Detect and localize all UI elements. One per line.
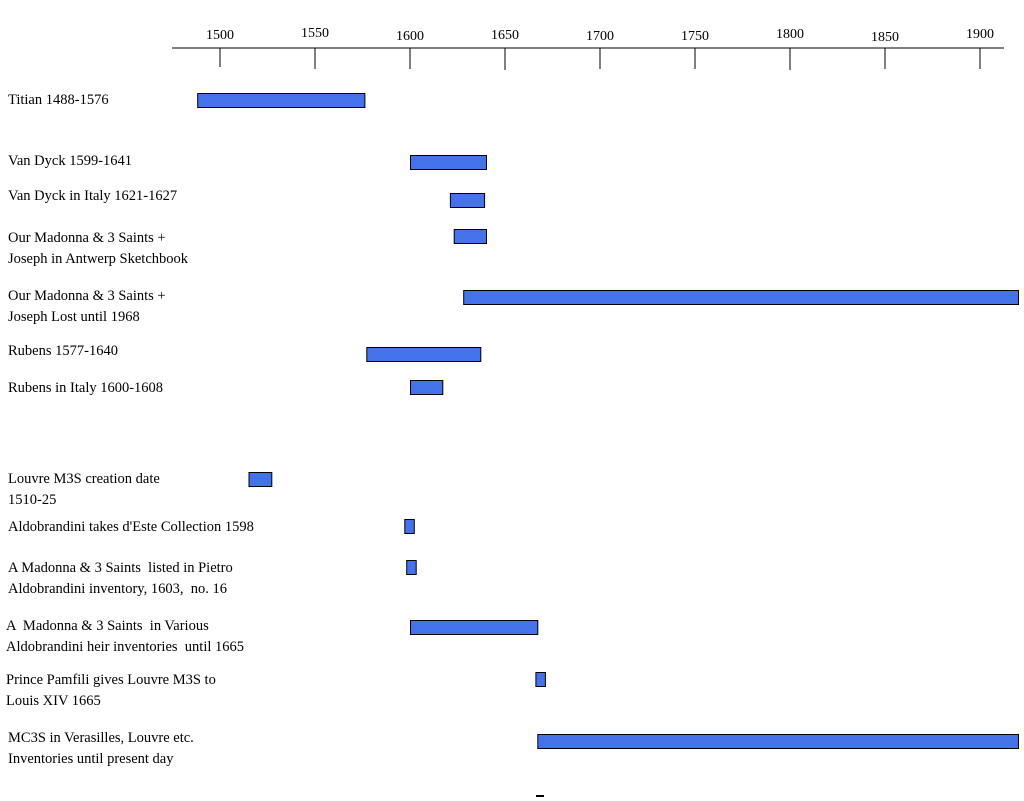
row-label-line: Louis XIV 1665 <box>6 693 101 709</box>
row-label-aldobrandini-heirs: A Madonna & 3 Saints in Various Aldobrand… <box>6 616 244 658</box>
row-label-line: A Madonna & 3 Saints in Various <box>6 618 209 634</box>
axis-tick-label-1650: 1650 <box>491 28 519 43</box>
row-label-pamfili: Prince Pamfili gives Louvre M3S to Louis … <box>6 670 216 712</box>
row-label-line: Aldobrandini heir inventories until 1665 <box>6 639 245 655</box>
row-label-line: A Madonna & 3 Saints listed in Pietro <box>8 560 233 576</box>
axis-tick-label-1750: 1750 <box>681 29 709 44</box>
timeline-bar-aldobrandini-heirs <box>410 620 539 635</box>
timeline-bar-versailles <box>537 734 1019 749</box>
row-label-line: Joseph in Antwerp Sketchbook <box>8 251 189 267</box>
row-label-line: Titian 1488-1576 <box>8 92 109 108</box>
row-label-line: Van Dyck 1599-1641 <box>8 153 133 169</box>
row-label-line: MC3S in Verasilles, Louvre etc. <box>8 730 194 746</box>
axis-tick-label-1550: 1550 <box>301 26 329 41</box>
timeline-bar-aldobrandini-takes <box>404 519 415 534</box>
axis-tick-label-1900: 1900 <box>966 27 994 42</box>
axis-tick-label-1500: 1500 <box>206 28 234 43</box>
axis-tick-label-1850: 1850 <box>871 30 899 45</box>
row-label-line: Our Madonna & 3 Saints + <box>8 230 166 246</box>
timeline-bar-madonna-lost <box>463 290 1019 305</box>
row-label-line: Inventories until present day <box>8 751 174 767</box>
row-label-line: Rubens in Italy 1600-1608 <box>8 380 164 396</box>
row-label-madonna-sketchbook: Our Madonna & 3 Saints + Joseph in Antwer… <box>8 228 188 270</box>
timeline-bar-rubens-italy <box>410 380 444 395</box>
row-label-line: Aldobrandini takes d'Este Collection 159… <box>8 519 254 535</box>
row-label-line: Our Madonna & 3 Saints + <box>8 288 166 304</box>
row-label-madonna-lost: Our Madonna & 3 Saints + Joseph Lost unti… <box>8 286 166 328</box>
row-label-line: Aldobrandini inventory, 1603, no. 16 <box>8 581 227 597</box>
row-label-line: Louvre M3S creation date <box>8 471 160 487</box>
cropped-footer-fragment <box>536 795 544 801</box>
axis-ticks: 1500 1550 1600 1650 1700 1750 1800 1850 1900 <box>206 26 994 70</box>
row-label-rubens: Rubens 1577-1640 <box>8 341 118 362</box>
timeline-bar-rubens <box>366 347 482 362</box>
axis-tick-label-1700: 1700 <box>586 29 614 44</box>
row-label-titian: Titian 1488-1576 <box>8 90 109 111</box>
axis-tick-label-1800: 1800 <box>776 27 804 42</box>
row-label-line: Prince Pamfili gives Louvre M3S to <box>6 672 216 688</box>
timeline-bars <box>197 93 1019 749</box>
timeline-bar-vandyck <box>410 155 487 170</box>
timeline-bar-madonna-sketchbook <box>453 229 488 244</box>
timeline-bar-pamfili <box>535 672 546 687</box>
row-label-line: Van Dyck in Italy 1621-1627 <box>8 188 178 204</box>
row-label-louvre-creation: Louvre M3S creation date 1510-25 <box>8 469 160 511</box>
timeline-bar-titian <box>197 93 366 108</box>
axis-tick-label-1600: 1600 <box>396 29 424 44</box>
row-label-vandyck-italy: Van Dyck in Italy 1621-1627 <box>8 186 177 207</box>
timeline-bar-vandyck-italy <box>449 193 486 208</box>
row-label-rubens-italy: Rubens in Italy 1600-1608 <box>8 378 163 399</box>
row-label-versailles: MC3S in Verasilles, Louvre etc. Inventori… <box>8 728 194 770</box>
timeline-bar-aldobrandini-inventory <box>406 560 417 575</box>
row-label-vandyck: Van Dyck 1599-1641 <box>8 151 132 172</box>
row-label-aldobrandini-takes: Aldobrandini takes d'Este Collection 159… <box>8 517 254 538</box>
row-label-line: Joseph Lost until 1968 <box>8 309 140 325</box>
timeline-bar-louvre-creation <box>248 472 273 487</box>
row-label-aldobrandini-inventory: A Madonna & 3 Saints listed in Pietro Ald… <box>8 558 233 600</box>
row-label-line: 1510-25 <box>8 492 57 508</box>
row-label-line: Rubens 1577-1640 <box>8 343 118 359</box>
